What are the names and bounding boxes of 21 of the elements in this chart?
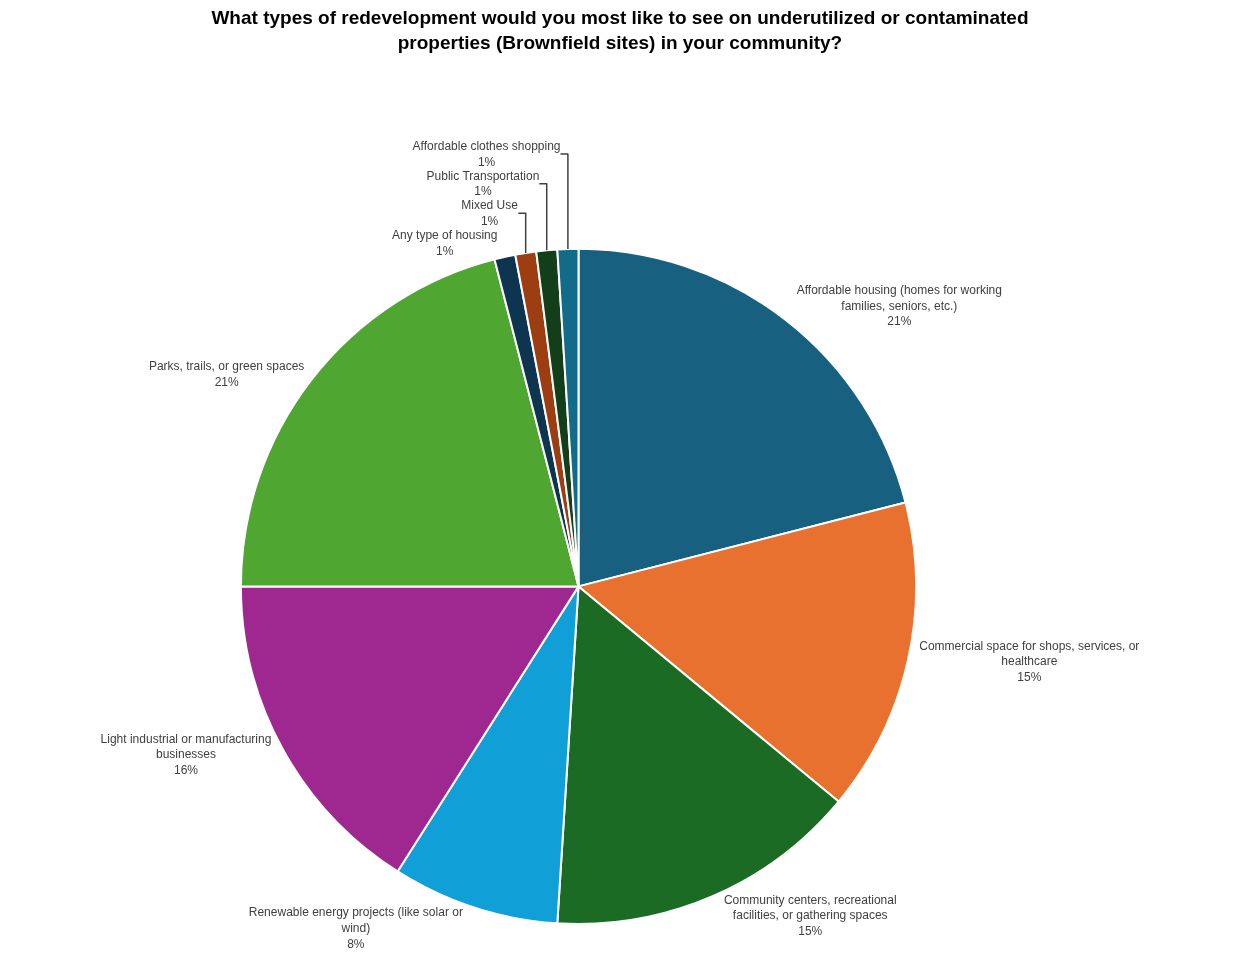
data-label: 1%: [474, 184, 492, 199]
slice-label: Affordable clothes shopping: [412, 139, 561, 154]
data-label: 1%: [480, 214, 499, 229]
slice-label: Affordable housing (homes for working families, seniors, etc.): [796, 282, 1002, 313]
slice-label: Public Transportation: [426, 168, 540, 183]
slice-label: Mixed Use: [461, 198, 519, 213]
data-label: 15%: [798, 923, 823, 938]
data-label: 21%: [887, 314, 912, 329]
data-label: 16%: [173, 762, 199, 777]
data-label: 1%: [477, 154, 496, 169]
slice-label: Parks, trails, or green spaces: [148, 359, 305, 374]
data-label: 15%: [1017, 669, 1042, 684]
chart-title: What types of redevelopment would you most like to see on underutilized or contaminated properties (Brownfield sites) in your community?: [211, 7, 1029, 53]
data-label: 1%: [436, 243, 454, 258]
slice-label: Any type of housing: [392, 228, 498, 243]
slice-label: Commercial space for shops, services, or healthcare: [919, 638, 1140, 669]
slice-label: Community centers, recreational facilities, or gathering spaces: [723, 892, 897, 923]
data-label: 8%: [347, 936, 365, 951]
data-label: 21%: [214, 374, 239, 389]
slice-label: Light industrial or manufacturing businesses: [100, 731, 272, 762]
slice-label: Renewable energy projects (like solar or wind): [248, 905, 463, 935]
